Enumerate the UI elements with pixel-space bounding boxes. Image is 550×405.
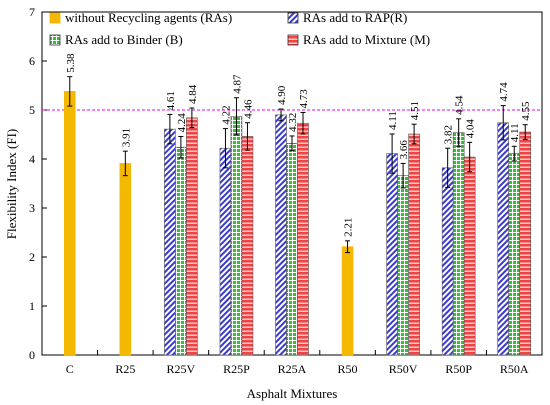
bar-R50P-3 <box>463 156 476 356</box>
y-axis-label: Flexibility Index (FI) <box>4 129 19 240</box>
data-label: 4.46 <box>242 99 254 119</box>
x-tick-label: R50 <box>338 362 358 376</box>
x-tick-label: R25 <box>115 362 135 376</box>
data-label: 4.51 <box>409 101 421 120</box>
legend-label: RAs add to Binder (B) <box>65 32 183 47</box>
bar-R25A-3 <box>297 122 309 356</box>
bar-R25A-2 <box>286 143 298 356</box>
bar-R50-0 <box>341 246 354 356</box>
legend-swatch <box>49 34 61 46</box>
bar-R25V-1 <box>164 128 176 356</box>
data-label: 4.11 <box>387 111 399 130</box>
y-tick-label: 0 <box>29 348 35 362</box>
bar-R50V-2 <box>397 175 409 356</box>
legend-swatch <box>49 12 61 24</box>
bar-R25P-3 <box>241 136 254 356</box>
data-label: 4.11 <box>509 123 521 142</box>
bar-C-0 <box>63 91 76 356</box>
bar-R50P-1 <box>441 167 454 356</box>
x-tick-label: R50P <box>445 362 472 376</box>
legend-label: RAs add to Mixture (M) <box>303 32 430 47</box>
bar-R50A-2 <box>508 153 521 356</box>
data-label: 4.84 <box>187 84 199 104</box>
data-label: 4.22 <box>220 105 232 124</box>
legend-label: RAs add to RAP(R) <box>303 10 407 25</box>
data-label: 3.91 <box>120 128 132 147</box>
y-tick-label: 4 <box>29 152 35 166</box>
bar-R25-0 <box>119 163 132 356</box>
data-label: 4.24 <box>176 113 188 133</box>
bar-R25A-1 <box>275 114 287 356</box>
data-label: 4.61 <box>165 91 177 110</box>
x-tick-label: R50A <box>500 362 529 376</box>
y-tick-label: 7 <box>29 5 35 19</box>
data-label: 3.82 <box>443 125 455 144</box>
bars-layer: 5.38 3.91 4.61 4.24 4.84 4.22 4.87 4.46 4.90 4.32… <box>63 53 532 356</box>
data-label: 4.87 <box>231 74 243 94</box>
y-tick-label: 6 <box>29 54 35 68</box>
bar-R50V-3 <box>408 133 420 356</box>
bar-R50V-1 <box>386 153 398 356</box>
legend-label: without Recycling agents (RAs) <box>65 10 232 25</box>
data-label: 4.32 <box>287 113 299 132</box>
bar-R50P-2 <box>452 132 465 356</box>
x-axis-label: Asphalt Mixtures <box>247 386 338 401</box>
x-tick-label: R50V <box>389 362 418 376</box>
x-tick-label: R25A <box>278 362 307 376</box>
legend-swatch <box>287 12 299 24</box>
y-tick-label: 2 <box>29 250 35 264</box>
x-axis: C R25 R25V R25P R25A R50 R50V R50P R50A <box>66 350 529 376</box>
bar-R25P-1 <box>219 147 232 356</box>
bar-R25V-2 <box>175 146 187 356</box>
data-label: 4.04 <box>465 119 477 139</box>
x-tick-label: C <box>66 362 74 376</box>
data-label: 4.90 <box>276 85 288 105</box>
x-tick-label: R25V <box>167 362 196 376</box>
bar-R50A-1 <box>497 122 510 356</box>
y-tick-label: 3 <box>29 201 35 215</box>
legend-swatch <box>287 34 299 46</box>
data-label: 4.54 <box>454 95 466 115</box>
data-label: 2.21 <box>343 218 355 237</box>
x-tick-label: R25P <box>223 362 250 376</box>
bar-R25V-3 <box>186 117 198 356</box>
bar-R50A-3 <box>519 131 532 356</box>
data-label: 3.66 <box>398 140 410 160</box>
data-label: 4.73 <box>298 89 310 109</box>
data-label: 4.55 <box>520 101 532 121</box>
y-tick-label: 1 <box>29 299 35 313</box>
legend: without Recycling agents (RAs) RAs add to… <box>49 10 430 47</box>
data-label: 5.38 <box>65 53 77 73</box>
bar-R25P-2 <box>230 116 243 356</box>
data-label: 4.74 <box>498 82 510 102</box>
y-tick-label: 5 <box>29 103 35 117</box>
